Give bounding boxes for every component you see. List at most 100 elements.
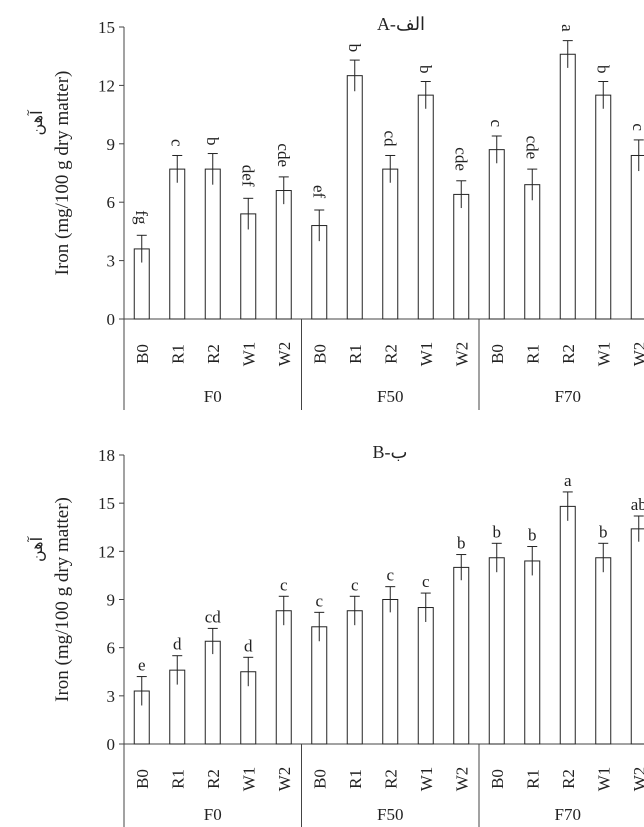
significance-letter: b: [416, 65, 435, 74]
significance-letter: d: [244, 636, 253, 655]
x-tick-label: B0: [310, 344, 329, 364]
x-tick-label: R1: [168, 769, 187, 789]
group-label: F50: [377, 805, 403, 824]
x-tick-label: R2: [559, 769, 578, 789]
x-tick-label: W2: [452, 342, 471, 367]
x-tick-label: W1: [239, 342, 258, 367]
group-label: F50: [377, 387, 403, 406]
bar: [595, 557, 612, 745]
bar: [524, 560, 541, 745]
bar: [346, 75, 363, 320]
bar: [595, 94, 612, 320]
significance-letter: b: [599, 522, 608, 541]
significance-letter: cd: [380, 130, 399, 147]
x-tick-label: R1: [168, 344, 187, 364]
x-tick-label: R1: [346, 344, 365, 364]
x-tick-label: R1: [523, 769, 542, 789]
bar: [382, 599, 399, 745]
significance-letter: ef: [309, 185, 328, 199]
chart-title: B-ب: [373, 442, 408, 462]
y-tick-label: 3: [107, 252, 116, 271]
x-tick-label: W1: [594, 767, 613, 792]
significance-letter: fg: [132, 210, 151, 225]
group-label: F0: [204, 805, 222, 824]
x-tick-label: W1: [417, 342, 436, 367]
chart-title: A-الف: [377, 14, 425, 34]
y-tick-label: 12: [98, 542, 115, 561]
y-tick-label: 12: [98, 76, 115, 95]
x-tick-label: B0: [310, 769, 329, 789]
significance-letter: cde: [522, 136, 541, 160]
y-tick-label: 0: [107, 735, 116, 754]
x-tick-label: R2: [381, 769, 400, 789]
chart-a: A-الف 0 3 6 9 12 15 Iron (mg/100 g dry matter) آ…: [26, 14, 644, 410]
bar: [169, 168, 186, 320]
bar: [240, 213, 257, 320]
bar: [453, 193, 470, 320]
x-tick-label: W2: [275, 767, 294, 792]
significance-letter: c: [280, 575, 288, 594]
significance-letter: a: [558, 24, 577, 32]
significance-letter: b: [593, 65, 612, 74]
x-tick-label: W2: [452, 767, 471, 792]
bar: [204, 168, 221, 320]
x-tick-label: W1: [594, 342, 613, 367]
significance-letter: c: [422, 572, 430, 591]
group-label: F70: [555, 805, 581, 824]
x-tick-label: R2: [204, 344, 223, 364]
bar: [630, 154, 644, 320]
x-tick-label: R2: [381, 344, 400, 364]
y-tick-label: 0: [107, 310, 116, 329]
bar: [382, 168, 399, 320]
significance-letter: e: [138, 656, 146, 675]
y-tick-label: 15: [98, 18, 115, 37]
y-tick-label: 6: [107, 193, 116, 212]
significance-letter: cde: [274, 143, 293, 167]
y-tick-label: 6: [107, 639, 116, 658]
significance-letter: def: [238, 165, 257, 187]
y-tick-label: 15: [98, 494, 115, 513]
bar: [559, 53, 576, 320]
x-tick-label: B0: [488, 344, 507, 364]
bar: [559, 505, 576, 745]
significance-letter: c: [629, 123, 644, 131]
x-tick-label: W1: [417, 767, 436, 792]
significance-letter: b: [528, 526, 537, 545]
x-tick-label: R2: [559, 344, 578, 364]
x-tick-label: W2: [630, 342, 644, 367]
significance-letter: b: [457, 534, 466, 553]
bar: [275, 610, 292, 745]
significance-letter: c: [167, 139, 186, 147]
y-tick-label: 9: [107, 591, 116, 610]
bar: [488, 557, 505, 745]
significance-letter: c: [487, 120, 506, 128]
y-axis-label-arabic: آهن: [26, 109, 46, 136]
x-tick-label: B0: [488, 769, 507, 789]
significance-letter: a: [564, 471, 572, 490]
x-tick-label: B0: [133, 769, 152, 789]
y-axis-label-arabic: آهن: [26, 535, 46, 562]
y-tick-label: 9: [107, 135, 116, 154]
x-tick-label: W2: [630, 767, 644, 792]
x-tick-label: R2: [204, 769, 223, 789]
chart-b: B-ب 0 3 6 9 12 15 18 Iron (mg/100 g dry matter) آ…: [26, 442, 644, 827]
bar: [346, 610, 363, 745]
significance-letter: c: [386, 566, 394, 585]
group-label: F0: [204, 387, 222, 406]
bar: [417, 94, 434, 320]
x-tick-label: W2: [275, 342, 294, 367]
significance-letter: b: [493, 522, 502, 541]
x-tick-label: B0: [133, 344, 152, 364]
bar: [524, 184, 541, 320]
bar: [204, 640, 221, 745]
y-axis-label: Iron (mg/100 g dry matter): [52, 71, 73, 276]
bar: [417, 607, 434, 745]
bar: [453, 566, 470, 745]
significance-letter: b: [345, 44, 364, 53]
y-axis-label: Iron (mg/100 g dry matter): [52, 497, 73, 702]
bar: [630, 528, 644, 745]
y-tick-label: 3: [107, 687, 116, 706]
bar: [275, 190, 292, 320]
significance-letter: ab: [631, 495, 644, 514]
bar: [311, 626, 328, 745]
